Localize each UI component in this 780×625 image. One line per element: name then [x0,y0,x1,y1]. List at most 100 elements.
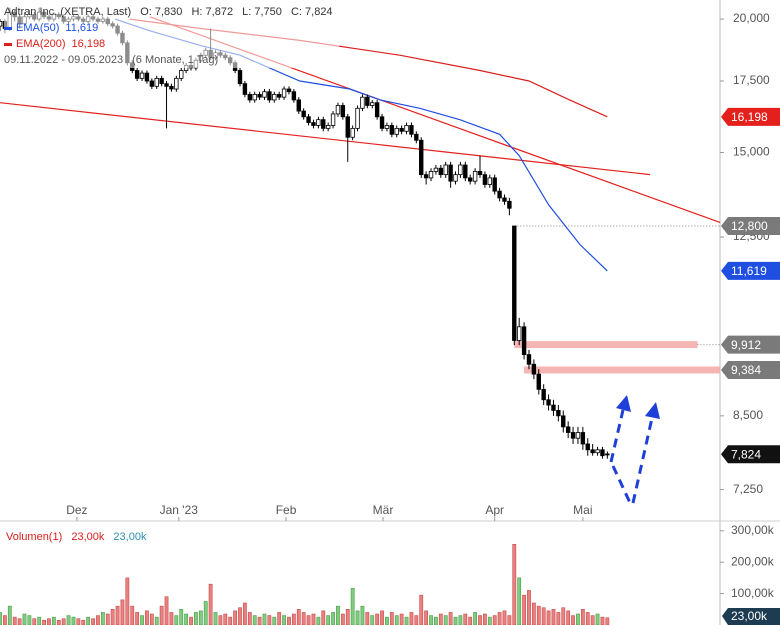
candle-body [585,443,590,451]
volume-bar [238,607,242,625]
candle-body [0,21,3,27]
volume-bar [522,594,526,625]
candle-body [516,326,522,341]
volume-bar [149,613,154,625]
volume-bar [478,615,482,625]
volume-bar [86,616,91,625]
candle-body [472,171,478,182]
volume-bar [42,619,46,625]
volume-bar [179,608,184,625]
candle-body [419,139,424,176]
candle-body [365,96,370,106]
legend-period: 09.11.2022 - 09.05.2023 [4,54,124,66]
price-tag: 9,384 [731,363,761,377]
volume-bar [233,610,238,625]
volume-bar [135,612,140,625]
candle-body [247,94,252,101]
price-tag: 9,912 [731,338,761,352]
arrow-head [645,402,660,419]
legend-value: 16,198 [71,38,106,50]
candle-body [438,167,444,176]
legend-ohlc: C: 7,824 [290,6,333,18]
volume-bar [590,615,595,625]
candle-body [570,432,576,439]
candle-body [267,91,272,101]
candle-body [468,177,473,182]
volume-bar [360,605,365,625]
volume-bar [32,618,37,625]
x-tick-label: Dez [66,503,87,517]
candle-body [174,77,179,90]
volume-bar [595,613,600,625]
legend-ohlc: L: 7,750 [242,6,282,18]
volume-bar [120,599,125,625]
volume-bar [208,583,213,625]
price-tag: 16,198 [731,110,768,124]
volume-bar [277,612,282,625]
volume-bar [399,613,404,625]
candle-body [134,70,140,79]
candle-body [321,119,326,129]
volume-bar [463,613,468,625]
volume-bar [71,616,76,625]
volume-bar [140,615,144,625]
volume-bar [37,616,42,625]
legend-period-row: 09.11.2022 - 09.05.2023 (6 Monate, 1 Tag… [4,52,339,68]
arrow-up-2 [631,417,654,504]
volume-legend: Volumen(1) 23,00k 23,00k [6,530,152,544]
volume-bar [100,612,105,625]
volume-bar [7,605,12,625]
legend-swatch [4,42,12,46]
legend-title: Adtran Inc. (XETRA, Last) [4,6,132,18]
volume-bar [541,607,546,625]
price-tag-bg [721,360,780,379]
volume-bar [169,612,174,625]
volume-bar [453,616,458,625]
candle-body [360,96,365,109]
volume-bar [282,615,286,625]
candle-body [335,105,341,115]
volume-bar [345,608,350,625]
candle-body [536,373,541,390]
volume-bar [267,615,272,625]
volume-bar [473,612,478,625]
x-tick-label: Jan '23 [160,503,199,517]
candle-body [340,105,346,118]
volume-tag-bg [722,608,780,625]
candle-body [237,70,243,85]
x-tick-label: Apr [485,503,504,517]
volume-bar [218,615,223,625]
volume-bar [291,613,296,625]
candle-body [242,83,248,95]
volume-bar [130,605,135,625]
volume-bar [76,618,81,625]
volume-bar [512,543,517,625]
x-tick-label: Mär [373,503,394,517]
candle-body [179,70,184,79]
volume-bar [164,596,169,625]
trend-line [0,102,651,176]
y-tick-label: 17,500 [733,73,770,87]
candle-body [139,72,145,79]
volume-bar [125,577,130,625]
series-legend: EMA(50) 11,619 EMA(200) 16,198 [4,20,339,52]
candle-body [433,167,439,172]
candle-body [276,94,282,98]
candle-body [316,119,321,126]
candle-body [370,102,375,106]
candle-body [575,432,581,439]
volume-bar [22,613,27,625]
candle-body [345,116,350,138]
volume-bar [340,613,345,625]
volume-bar [336,605,340,625]
volume-bar [448,612,453,625]
price-zone [514,341,698,349]
candle-body [394,127,399,135]
volume-bar [17,618,22,625]
candle-body [595,449,600,454]
candle-body [296,99,301,112]
candle-body [262,91,267,98]
candle-body [531,363,537,375]
volume-bar [272,616,277,625]
volume-bar [424,610,429,625]
